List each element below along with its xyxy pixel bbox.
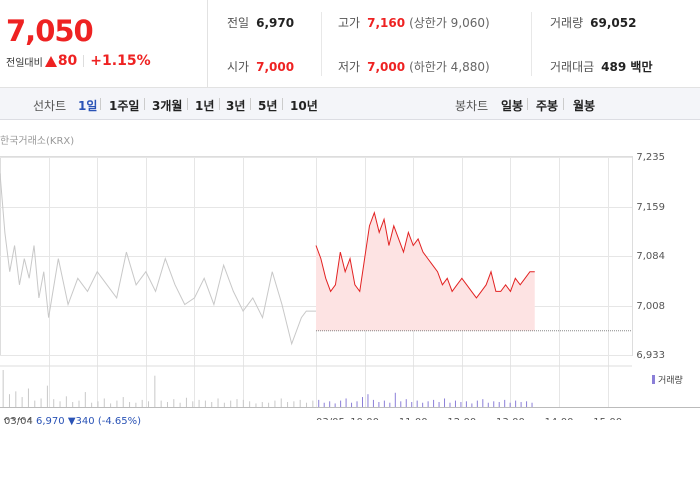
line-chart-label: 선차트 — [33, 99, 67, 113]
stat-value: 7,000 — [256, 60, 295, 74]
stat-prev-close: 전일 6,970 — [227, 14, 294, 31]
period-1y[interactable]: 1년 — [195, 99, 215, 113]
x-tick-label: 12:00 — [447, 417, 476, 420]
x-tick-label: 11:00 — [399, 417, 428, 420]
prev-date: 03/04 — [4, 416, 33, 427]
y-tick-label: 7,084 — [636, 251, 665, 262]
change-label: 전일대비 — [6, 57, 43, 69]
candle-daily[interactable]: 일봉 — [501, 99, 524, 113]
prev-pct: (-4.65%) — [97, 416, 141, 427]
stat-label: 고가 — [338, 16, 361, 30]
stat-label: 시가 — [227, 60, 250, 74]
stat-open: 시가 7,000 — [227, 58, 294, 75]
prev-day-line-layer — [0, 173, 316, 346]
period-1w[interactable]: 1주일 — [109, 99, 140, 113]
price-box: 7,050 전일대비 80 +1.15% — [0, 0, 208, 88]
x-tick-label: 03/05 — [316, 417, 345, 420]
x-tick-label: 15:00 — [593, 417, 622, 420]
y-tick-label: 7,235 — [636, 152, 665, 163]
change-divider — [83, 55, 85, 67]
period-divider — [187, 98, 188, 110]
y-tick-label: 7,159 — [636, 202, 665, 213]
data-source: 한국거래소(KRX) — [0, 136, 75, 147]
prev-change: ▼340 — [67, 416, 95, 427]
stats-divider — [321, 12, 322, 76]
volume-legend: 거래량 — [652, 373, 683, 386]
period-divider — [144, 98, 145, 110]
period-divider — [250, 98, 251, 110]
period-10y[interactable]: 10년 — [290, 99, 318, 113]
stat-sub: (상한가 9,060) — [409, 16, 490, 30]
price-chart: 7,235 7,159 7,084 7,008 6,933 03/04 03/05 10:0… — [0, 152, 700, 420]
period-divider — [282, 98, 283, 110]
period-divider — [219, 98, 220, 110]
stat-sub: (하한가 4,880) — [409, 60, 490, 74]
x-axis-labels: 03/04 03/05 10:00 11:00 12:00 13:00 14:00 15:00 — [3, 417, 622, 420]
period-3m[interactable]: 3개월 — [152, 99, 183, 113]
candle-chart-label: 봉차트 — [455, 99, 489, 113]
stat-high: 고가 7,160 (상한가 9,060) — [338, 14, 490, 31]
stat-label: 전일 — [227, 16, 250, 30]
x-tick-label: 03/04 — [3, 417, 32, 420]
stat-volume: 거래량 69,052 — [550, 14, 636, 31]
quote-summary: 7,050 전일대비 80 +1.15% 전일 6,970 시가 7,000 고가 7… — [0, 0, 700, 88]
stat-value: 69,052 — [590, 16, 637, 30]
change-percent: +1.15% — [90, 53, 151, 69]
stats-panel: 전일 6,970 시가 7,000 고가 7,160 (상한가 9,060) 저가 7,0… — [209, 0, 700, 88]
prev-day-info: 03/04 6,970 ▼340 (-4.65%) — [4, 416, 141, 427]
y-tick-label: 6,933 — [636, 350, 665, 361]
y-axis-labels: 7,235 7,159 7,084 7,008 6,933 — [636, 152, 665, 361]
stat-value: 7,160 — [367, 16, 406, 30]
stat-value: 489 백만 — [601, 60, 653, 74]
x-tick-label: 14:00 — [545, 417, 574, 420]
stat-low: 저가 7,000 (하한가 4,880) — [338, 58, 490, 75]
today-line-layer — [315, 211, 632, 332]
volume-bars-layer — [2, 370, 533, 407]
prev-day-price-line — [0, 173, 316, 346]
prev-close: 6,970 — [36, 416, 65, 427]
period-divider — [100, 98, 101, 110]
period-3y[interactable]: 3년 — [226, 99, 246, 113]
volume-legend-label: 거래량 — [658, 376, 683, 386]
current-price: 7,050 — [6, 14, 94, 48]
stat-value: 7,000 — [367, 60, 406, 74]
up-triangle-icon — [44, 55, 57, 67]
stat-label: 거래량 — [550, 16, 584, 30]
y-tick-label: 7,008 — [636, 301, 665, 312]
stat-value: 6,970 — [256, 16, 295, 30]
x-tick-label: 13:00 — [496, 417, 525, 420]
stat-label: 거래대금 — [550, 60, 595, 74]
volume-legend-swatch — [652, 375, 655, 384]
change-value: 80 — [57, 53, 78, 69]
stat-label: 저가 — [338, 60, 361, 74]
change-row: 전일대비 80 +1.15% — [6, 53, 151, 69]
stats-divider — [531, 12, 532, 76]
period-1d[interactable]: 1일 — [78, 99, 98, 113]
period-divider — [563, 98, 564, 110]
period-bar: 선차트 1일 1주일 3개월 1년 3년 5년 10년 봉차트 일봉 주봉 월봉 — [0, 88, 700, 120]
x-tick-label: 10:00 — [350, 417, 379, 420]
period-5y[interactable]: 5년 — [258, 99, 278, 113]
stat-trade-value: 거래대금 489 백만 — [550, 58, 652, 75]
today-price-line — [315, 211, 535, 299]
candle-weekly[interactable]: 주봉 — [536, 99, 559, 113]
candle-monthly[interactable]: 월봉 — [573, 99, 596, 113]
period-divider — [527, 98, 528, 110]
today-price-area — [316, 212, 535, 331]
